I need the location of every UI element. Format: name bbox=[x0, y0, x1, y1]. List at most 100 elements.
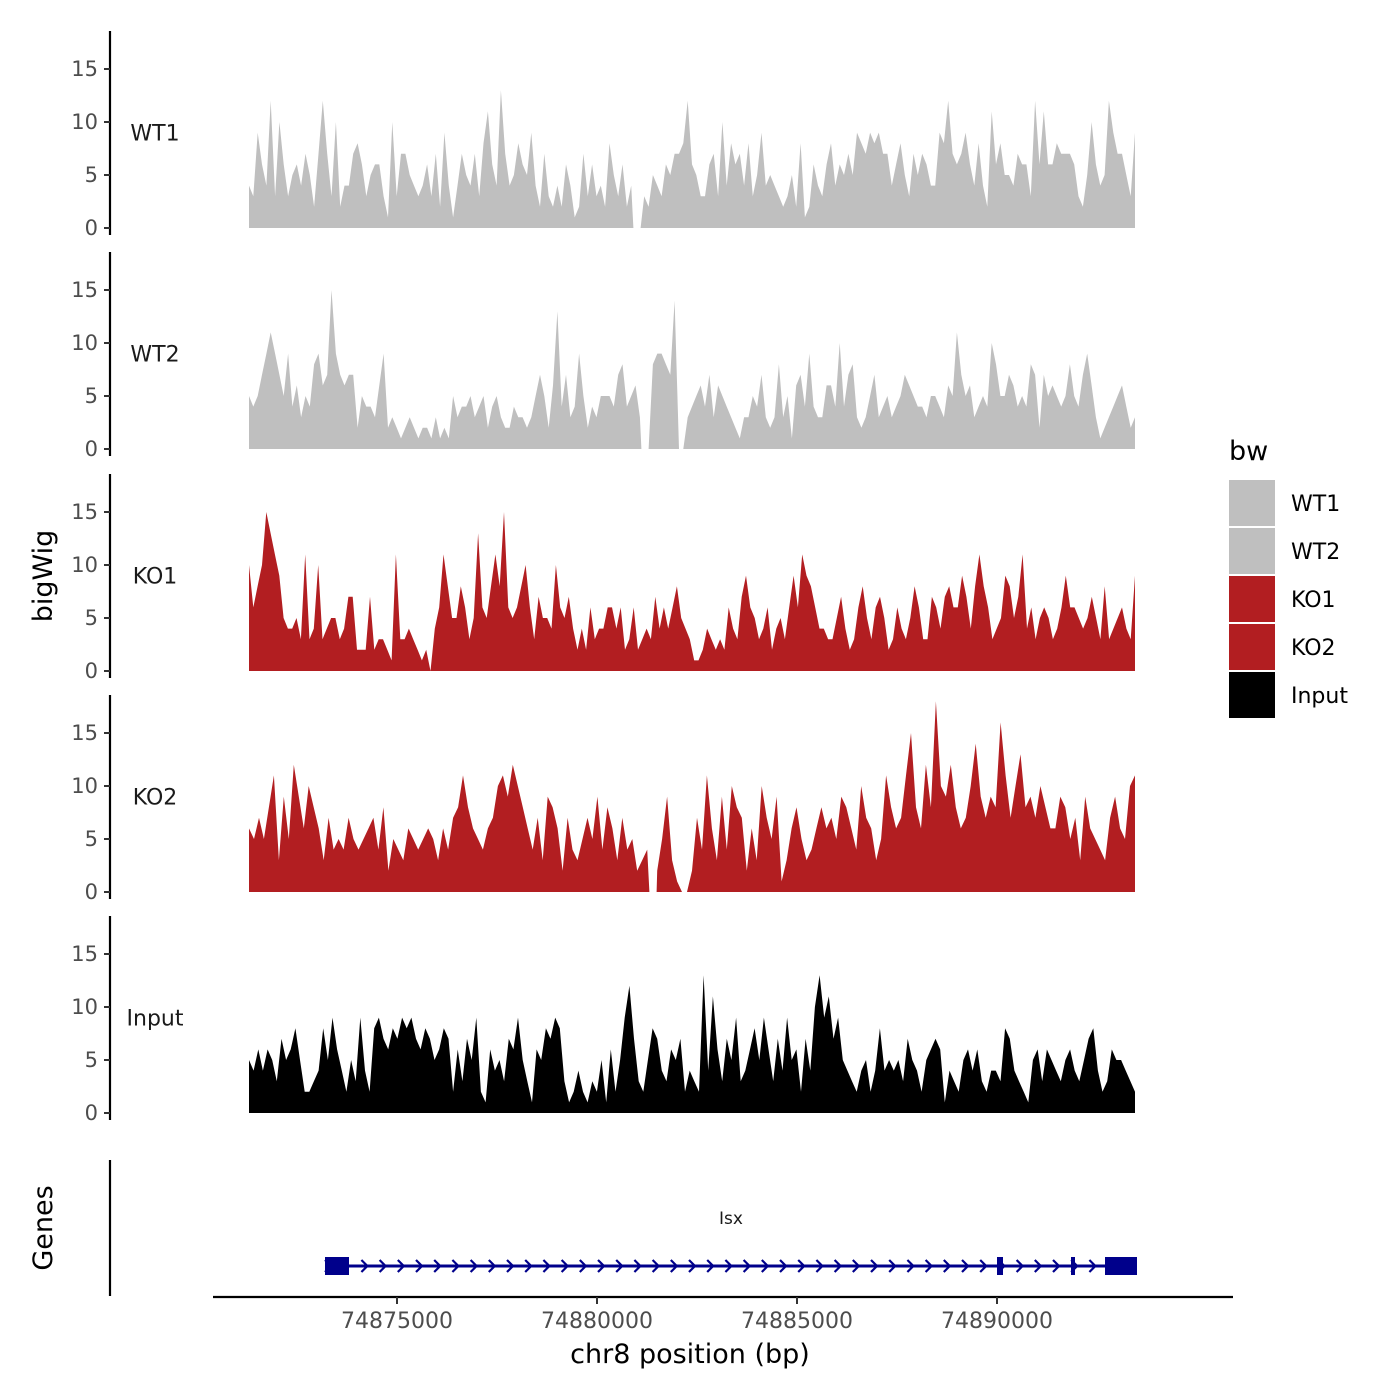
y-axis-title: bigWig bbox=[28, 530, 59, 623]
exon-4 bbox=[1105, 1257, 1137, 1275]
legend-swatch-ko1 bbox=[1229, 576, 1275, 622]
strand-arrow-12 bbox=[524, 1259, 533, 1273]
strand-arrow-3 bbox=[360, 1259, 369, 1273]
strand-arrow-29 bbox=[833, 1259, 843, 1273]
strand-arrow-39 bbox=[1015, 1259, 1025, 1273]
x-axis: 74875000 74880000 74885000 74890000 bbox=[213, 1295, 1233, 1334]
strand-arrow-31 bbox=[870, 1259, 879, 1273]
legend-swatch-ko2 bbox=[1229, 624, 1275, 670]
signal-area-ko1-1 bbox=[249, 512, 1135, 671]
y-tick-label-ko2-15: 15 bbox=[71, 721, 98, 745]
x-tick-label-74880000: 74880000 bbox=[541, 1309, 653, 1334]
strand-arrow-10 bbox=[488, 1259, 497, 1273]
y-tick-label-input-5: 5 bbox=[85, 1048, 98, 1072]
legend-label-ko2: KO2 bbox=[1291, 636, 1336, 661]
y-tick-label-wt2-15: 15 bbox=[71, 278, 98, 302]
y-tick-label-ko1-0: 0 bbox=[85, 659, 98, 683]
signal-area-wt2-2 bbox=[648, 300, 1135, 449]
strand-arrow-32 bbox=[888, 1259, 897, 1273]
track-label-wt1: WT1 bbox=[130, 122, 179, 147]
signal-area-wt2-1 bbox=[249, 290, 642, 449]
strand-arrow-9 bbox=[469, 1259, 479, 1273]
strand-arrow-6 bbox=[415, 1259, 424, 1273]
strand-arrow-35 bbox=[943, 1259, 952, 1273]
strand-arrow-36 bbox=[961, 1259, 970, 1273]
strand-arrow-41 bbox=[1052, 1259, 1061, 1273]
legend-swatch-wt2 bbox=[1229, 528, 1275, 574]
strand-arrow-7 bbox=[433, 1259, 442, 1273]
strand-arrow-24 bbox=[742, 1259, 752, 1273]
strand-arrow-43 bbox=[1088, 1259, 1097, 1273]
strand-arrow-33 bbox=[906, 1259, 915, 1273]
y-tick-label-wt2-5: 5 bbox=[85, 384, 98, 408]
strand-arrow-27 bbox=[797, 1259, 806, 1273]
x-tick-label-74875000: 74875000 bbox=[341, 1309, 453, 1334]
tracks-layer bbox=[249, 90, 1135, 1113]
strand-arrow-20 bbox=[670, 1259, 679, 1273]
y-tick-label-ko1-10: 10 bbox=[71, 553, 98, 577]
strand-arrow-34 bbox=[924, 1259, 934, 1273]
legend-label-wt2: WT2 bbox=[1291, 540, 1340, 565]
x-axis-title: chr8 position (bp) bbox=[570, 1339, 810, 1370]
y-tick-label-wt1-0: 0 bbox=[85, 216, 98, 240]
x-tick-label-74890000: 74890000 bbox=[941, 1309, 1053, 1334]
y-tick-label-wt1-15: 15 bbox=[71, 57, 98, 81]
y-tick-label-ko1-5: 5 bbox=[85, 606, 98, 630]
legend-label-wt1: WT1 bbox=[1291, 492, 1340, 517]
y-tick-label-wt1-5: 5 bbox=[85, 163, 98, 187]
y-tick-label-ko2-0: 0 bbox=[85, 880, 98, 904]
exon-1 bbox=[325, 1257, 349, 1275]
track-label-ko1: KO1 bbox=[133, 565, 178, 590]
strand-arrow-25 bbox=[761, 1259, 770, 1273]
track-label-input: Input bbox=[127, 1007, 184, 1032]
strand-arrow-15 bbox=[579, 1259, 588, 1273]
strand-arrow-28 bbox=[815, 1259, 824, 1273]
strand-arrow-30 bbox=[852, 1259, 861, 1273]
y-tick-label-input-10: 10 bbox=[71, 995, 98, 1019]
legend-label-ko1: KO1 bbox=[1291, 588, 1336, 613]
strand-arrow-14 bbox=[560, 1259, 570, 1273]
strand-arrow-4 bbox=[378, 1259, 388, 1273]
y-tick-label-wt1-10: 10 bbox=[71, 110, 98, 134]
strand-arrow-13 bbox=[542, 1259, 551, 1273]
gene-name-label: Isx bbox=[719, 1209, 743, 1229]
legend-label-input: Input bbox=[1291, 684, 1348, 709]
legend-swatch-wt1 bbox=[1229, 480, 1275, 526]
exon-3 bbox=[1071, 1257, 1075, 1275]
y-tick-label-wt2-0: 0 bbox=[85, 437, 98, 461]
legend-items: WT1 WT2 KO1 KO2 Input bbox=[1229, 480, 1348, 718]
signal-area-wt1-1 bbox=[249, 90, 634, 228]
y-tick-label-wt2-10: 10 bbox=[71, 331, 98, 355]
y-tick-label-input-15: 15 bbox=[71, 942, 98, 966]
genes-axis-title: Genes bbox=[28, 1185, 59, 1270]
signal-area-ko2-2 bbox=[656, 701, 1135, 892]
strand-arrow-16 bbox=[597, 1259, 606, 1273]
strand-arrow-18 bbox=[633, 1259, 642, 1273]
signal-area-input-1 bbox=[249, 975, 1135, 1113]
track-label-ko2: KO2 bbox=[133, 786, 178, 811]
strand-arrow-8 bbox=[451, 1259, 460, 1273]
strand-arrow-23 bbox=[724, 1259, 733, 1273]
strand-arrow-11 bbox=[506, 1259, 515, 1273]
strand-arrow-26 bbox=[779, 1259, 788, 1273]
strand-arrow-17 bbox=[615, 1259, 624, 1273]
strand-arrow-37 bbox=[979, 1259, 988, 1273]
legend-swatch-input bbox=[1229, 672, 1275, 718]
x-tick-label-74885000: 74885000 bbox=[741, 1309, 853, 1334]
signal-area-ko2-1 bbox=[249, 764, 650, 892]
strand-arrow-22 bbox=[706, 1259, 715, 1273]
legend: bw WT1 WT2 KO1 KO2 Input bbox=[1229, 436, 1348, 718]
gene-panel: Isx bbox=[108, 1160, 1137, 1296]
y-tick-label-ko2-10: 10 bbox=[71, 774, 98, 798]
y-tick-label-ko2-5: 5 bbox=[85, 827, 98, 851]
y-tick-label-input-0: 0 bbox=[85, 1101, 98, 1125]
axes-layer: 0 5 10 15 WT1 0 5 10 15 WT2 0 5 10 15 KO1 0 5 10 15 KO2 0 5 10… bbox=[71, 31, 184, 1125]
strand-arrow-40 bbox=[1034, 1259, 1043, 1273]
strand-arrow-19 bbox=[651, 1259, 661, 1273]
strand-arrow-5 bbox=[397, 1259, 406, 1273]
exon-2 bbox=[997, 1257, 1003, 1275]
strand-arrow-21 bbox=[688, 1259, 697, 1273]
y-tick-label-ko1-15: 15 bbox=[71, 500, 98, 524]
legend-title: bw bbox=[1229, 436, 1268, 467]
